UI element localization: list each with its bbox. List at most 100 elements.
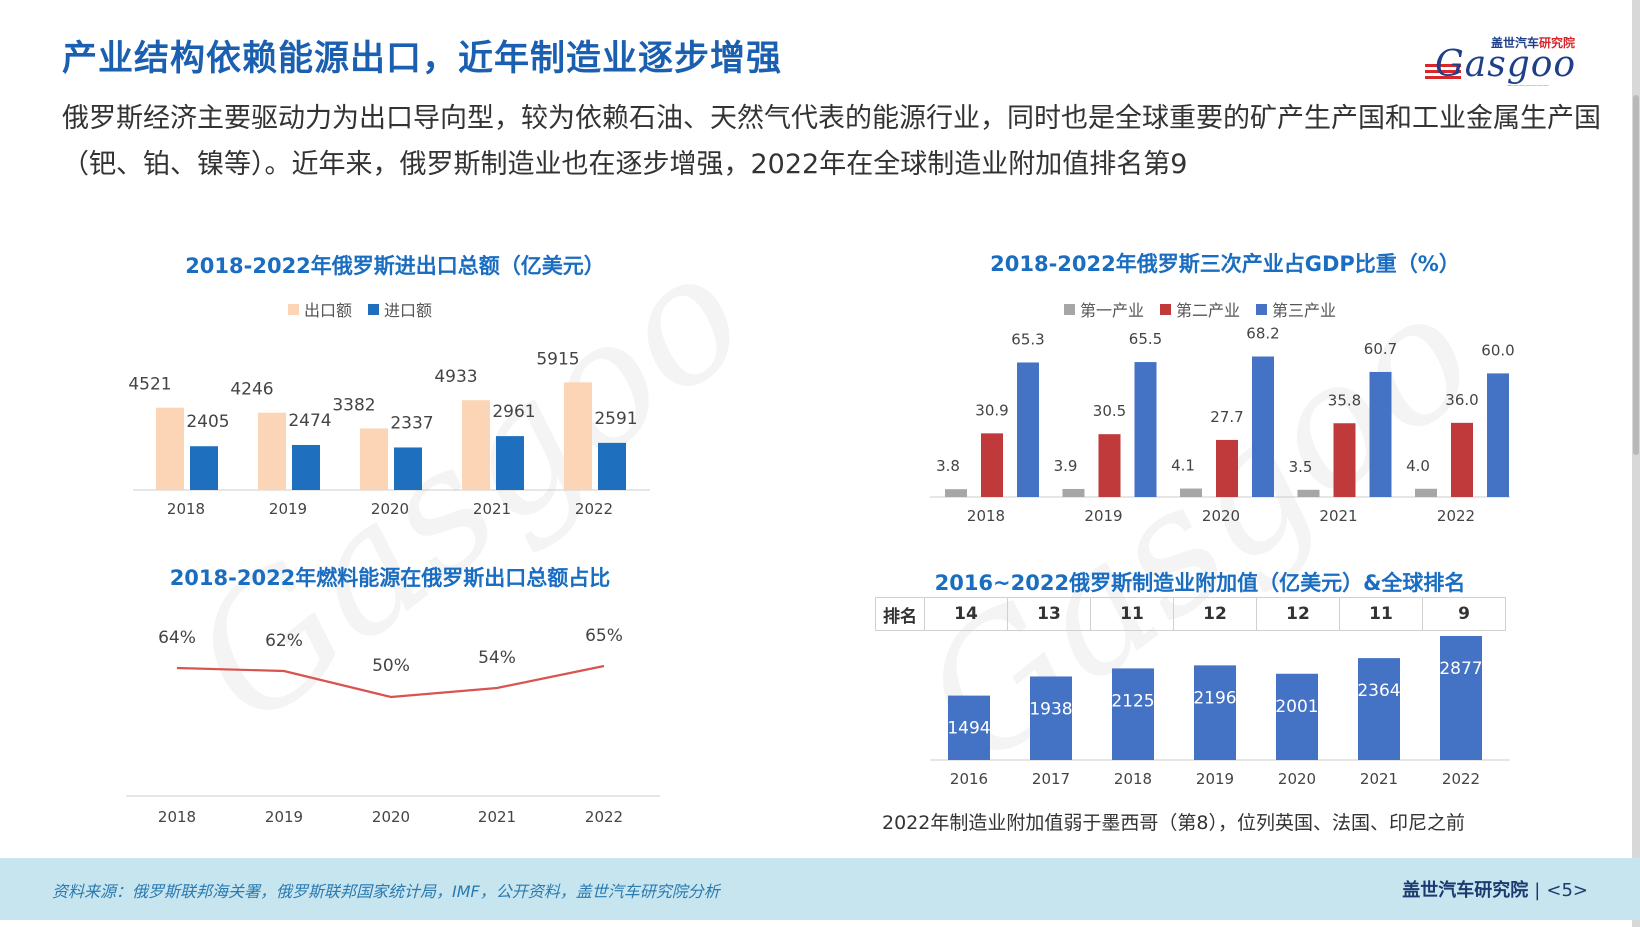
gdp-data-label: 30.5 — [1093, 402, 1126, 420]
gdp-x-tick: 2022 — [1437, 507, 1475, 525]
trade-data-label: 5915 — [536, 349, 579, 369]
trade-bar — [394, 447, 422, 490]
rank-cell: 14 — [924, 597, 1008, 631]
mfg-x-tick: 2017 — [1032, 770, 1070, 788]
gdp-bar — [1134, 362, 1157, 497]
trade-data-label: 2474 — [288, 411, 331, 431]
gdp-data-label: 3.5 — [1289, 458, 1313, 476]
mfg-x-tick: 2020 — [1278, 770, 1316, 788]
rank-cell: 9 — [1422, 597, 1506, 631]
trade-bar — [156, 407, 184, 490]
trade-data-label: 4246 — [230, 380, 273, 400]
gdp-bar — [1487, 373, 1509, 497]
mfg-data-label: 2877 — [1439, 659, 1482, 679]
trade-bar — [598, 442, 626, 490]
mfg-bar — [1276, 673, 1318, 760]
gdp-chart-title: 2018-2022年俄罗斯三次产业占GDP比重（%） — [990, 252, 1460, 276]
gdp-data-label: 60.7 — [1364, 340, 1397, 358]
trade-data-label: 4521 — [128, 375, 171, 395]
legend-item-import: 进口额 — [368, 297, 432, 321]
trade-x-tick: 2022 — [575, 500, 613, 518]
gdp-data-label: 65.3 — [1011, 330, 1044, 348]
page-title: 产业结构依赖能源出口，近年制造业逐步增强 — [62, 39, 783, 79]
gdp-bar — [1415, 488, 1437, 497]
trade-chart-title: 2018-2022年俄罗斯进出口总额（亿美元） — [185, 254, 605, 278]
scrollbar[interactable] — [1632, 0, 1640, 927]
scrollbar-thumb[interactable] — [1633, 95, 1639, 455]
gdp-data-label: 36.0 — [1445, 391, 1478, 409]
trade-bar — [462, 400, 490, 490]
rank-cell: 12 — [1173, 597, 1257, 631]
fuel-data-label: 65% — [585, 626, 623, 646]
mfg-bar — [1194, 665, 1236, 760]
fuel-chart-title: 2018-2022年燃料能源在俄罗斯出口总额占比 — [169, 566, 611, 590]
fuel-x-tick: 2019 — [265, 808, 303, 826]
mfg-x-tick: 2021 — [1360, 770, 1398, 788]
trade-bar — [496, 436, 524, 490]
gdp-bar — [1451, 422, 1473, 497]
mfg-bar — [948, 695, 990, 760]
rank-cell: 11 — [1090, 597, 1174, 631]
trade-data-label: 3382 — [332, 395, 375, 415]
gdp-data-label: 30.9 — [975, 401, 1008, 419]
legend-item-secondary: 第二产业 — [1160, 297, 1240, 321]
gdp-x-tick: 2020 — [1202, 507, 1240, 525]
mfg-data-label: 2196 — [1193, 688, 1236, 708]
gdp-bar — [1297, 489, 1320, 497]
mfg-bar — [1030, 676, 1072, 760]
gdp-x-tick: 2019 — [1084, 507, 1122, 525]
fuel-data-label: 50% — [372, 656, 410, 676]
gdp-x-tick: 2018 — [967, 507, 1005, 525]
mfg-bar — [1440, 636, 1482, 760]
gdp-bar — [1017, 362, 1039, 497]
fuel-data-label: 64% — [158, 628, 196, 648]
trade-bar — [190, 446, 218, 490]
rank-header: 排名 — [875, 597, 925, 631]
gdp-x-tick: 2021 — [1319, 507, 1357, 525]
rank-table: 排名 14 13 11 12 12 11 9 — [875, 597, 1506, 631]
trade-data-label: 2591 — [594, 409, 637, 429]
gdp-bar — [1062, 488, 1085, 497]
fuel-data-label: 54% — [478, 648, 516, 668]
fuel-x-tick: 2020 — [372, 808, 410, 826]
legend-item-tertiary: 第三产业 — [1256, 297, 1336, 321]
footer-source: 资料来源：俄罗斯联邦海关署，俄罗斯联邦国家统计局，IMF，公开资料，盖世汽车研究… — [52, 882, 720, 901]
trade-bar — [564, 382, 592, 490]
gdp-data-label: 35.8 — [1328, 391, 1361, 409]
trade-x-tick: 2020 — [371, 500, 409, 518]
fuel-x-tick: 2018 — [158, 808, 196, 826]
mfg-x-tick: 2019 — [1196, 770, 1234, 788]
mfg-data-label: 2364 — [1357, 681, 1400, 701]
trade-data-label: 2405 — [186, 412, 229, 432]
gdp-bar — [1180, 488, 1202, 497]
gdp-data-label: 65.5 — [1129, 330, 1162, 348]
trade-data-label: 2961 — [492, 402, 535, 422]
rank-cell: 11 — [1339, 597, 1423, 631]
mfg-bar — [1358, 658, 1400, 760]
fuel-data-label: 62% — [265, 631, 303, 651]
mfg-x-tick: 2016 — [950, 770, 988, 788]
mfg-data-label: 2001 — [1275, 697, 1318, 717]
mfg-note: 2022年制造业附加值弱于墨西哥（第8），位列英国、法国、印尼之前 — [882, 812, 1465, 834]
gdp-bar — [981, 433, 1003, 497]
gdp-bar — [1369, 371, 1392, 497]
trade-x-tick: 2019 — [269, 500, 307, 518]
rank-row: 排名 14 13 11 12 12 11 9 — [875, 597, 1506, 631]
gdp-data-label: 4.0 — [1406, 457, 1430, 475]
intro-paragraph: 俄罗斯经济主要驱动力为出口导向型，较为依赖石油、天然气代表的能源行业，同时也是全… — [62, 103, 1601, 180]
gdp-data-label: 68.2 — [1246, 325, 1279, 343]
gdp-data-label: 3.8 — [936, 457, 960, 475]
mfg-x-tick: 2018 — [1114, 770, 1152, 788]
gdp-data-label: 60.0 — [1481, 341, 1514, 359]
gdp-bar — [1216, 439, 1238, 497]
page-number: <5> — [1546, 880, 1588, 901]
mfg-bar — [1112, 668, 1154, 760]
rank-cell: 13 — [1007, 597, 1091, 631]
trade-x-tick: 2021 — [473, 500, 511, 518]
gdp-bar — [945, 489, 967, 497]
gdp-bar — [1333, 423, 1356, 497]
mfg-chart-title: 2016~2022俄罗斯制造业附加值（亿美元）&全球排名 — [934, 571, 1466, 595]
footer: 资料来源：俄罗斯联邦海关署，俄罗斯联邦国家统计局，IMF，公开资料，盖世汽车研究… — [0, 858, 1640, 920]
trade-chart-legend: 出口额 进口额 — [288, 297, 432, 321]
